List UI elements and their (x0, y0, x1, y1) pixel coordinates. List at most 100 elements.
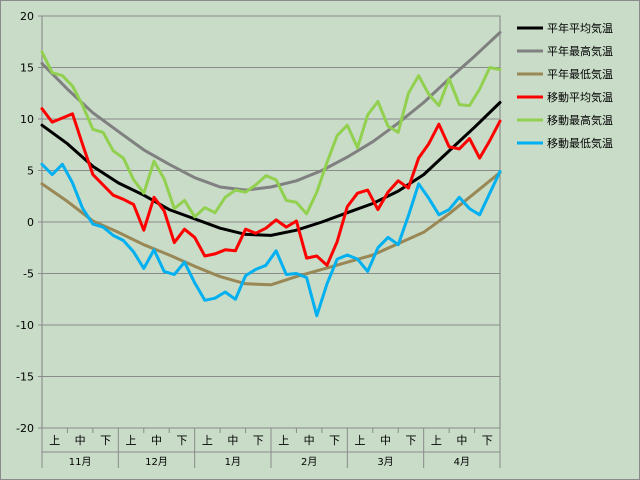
data-point-4 (204, 206, 206, 209)
series-line-3 (40, 107, 502, 267)
x-tick-label-dekad: 上 (431, 434, 442, 447)
data-point-5 (265, 264, 267, 267)
data-point-4 (366, 114, 369, 116)
data-point-1 (117, 130, 120, 133)
data-point-3 (102, 184, 104, 186)
data-point-3 (326, 264, 328, 267)
x-tick-label-dekad: 中 (380, 434, 391, 447)
data-point-4 (346, 124, 349, 126)
data-point-3 (234, 250, 237, 252)
data-point-5 (356, 258, 359, 260)
data-point-3 (254, 232, 257, 235)
data-point-2 (219, 275, 221, 278)
data-point-4 (458, 103, 461, 106)
series-lines (40, 31, 502, 318)
data-point-1 (219, 186, 221, 188)
x-tick-label-dekad: 下 (100, 434, 111, 447)
y-tick-label: -10 (16, 319, 34, 332)
data-point-3 (295, 220, 298, 222)
data-point-2 (244, 283, 247, 285)
data-point-5 (316, 314, 318, 317)
data-point-5 (326, 283, 328, 285)
data-point-4 (122, 157, 125, 159)
x-tick-label-month: 3月 (377, 456, 393, 468)
data-point-3 (142, 229, 145, 232)
data-point-4 (163, 177, 165, 180)
data-point-3 (224, 249, 226, 251)
data-point-3 (366, 189, 369, 191)
legend-label: 平年平均気温 (547, 21, 613, 35)
data-point-5 (122, 239, 125, 242)
data-point-5 (71, 182, 74, 184)
data-point-1 (193, 176, 196, 179)
data-point-1 (371, 140, 374, 143)
data-point-5 (387, 236, 389, 239)
x-tick-label-dekad: 下 (482, 434, 493, 447)
data-point-4 (336, 134, 338, 137)
data-point-2 (422, 231, 425, 234)
data-point-3 (427, 142, 430, 145)
data-point-5 (81, 207, 84, 210)
data-point-1 (41, 62, 43, 65)
data-point-5 (102, 226, 104, 228)
x-tick-label-dekad: 下 (405, 434, 416, 447)
data-point-3 (407, 187, 410, 189)
data-point-0 (193, 218, 196, 220)
data-point-1 (270, 186, 272, 188)
data-point-3 (122, 198, 125, 201)
data-point-0 (397, 190, 400, 192)
data-point-1 (473, 55, 476, 57)
data-point-3 (468, 137, 471, 140)
data-point-4 (295, 201, 298, 204)
y-tick-label: -15 (16, 371, 34, 384)
data-point-4 (92, 128, 94, 131)
data-point-5 (489, 192, 491, 194)
data-point-4 (448, 78, 450, 80)
y-tick-label: 5 (27, 165, 34, 178)
data-point-4 (112, 150, 115, 152)
legend-label: 平年最高気温 (547, 44, 613, 58)
data-point-3 (92, 173, 94, 176)
data-point-5 (204, 299, 206, 302)
legend-label: 移動最低気温 (547, 136, 613, 150)
data-point-3 (71, 113, 74, 115)
data-point-5 (214, 297, 216, 300)
data-point-3 (163, 209, 165, 212)
data-point-3 (448, 146, 450, 148)
data-point-5 (132, 251, 135, 253)
data-point-3 (193, 236, 196, 239)
data-point-2 (270, 284, 272, 286)
data-point-5 (92, 223, 94, 225)
data-point-3 (499, 120, 501, 122)
series-line-5 (40, 162, 502, 318)
data-point-2 (168, 254, 171, 256)
data-point-3 (173, 241, 176, 244)
data-point-3 (336, 240, 338, 243)
data-point-4 (142, 192, 145, 194)
data-point-5 (377, 246, 379, 249)
data-point-1 (142, 149, 145, 151)
data-point-5 (153, 249, 155, 251)
series-line-4 (40, 50, 502, 219)
x-tick-label-month: 4月 (454, 456, 470, 468)
data-point-5 (275, 250, 277, 252)
data-point-4 (193, 216, 196, 218)
data-point-5 (295, 272, 298, 275)
x-tick-label-dekad: 上 (202, 434, 213, 447)
data-point-4 (326, 161, 328, 164)
data-point-2 (448, 212, 450, 215)
data-point-3 (346, 205, 349, 208)
data-point-4 (234, 189, 237, 191)
data-point-0 (41, 124, 43, 126)
data-point-4 (102, 131, 104, 134)
data-point-2 (473, 192, 476, 194)
data-point-4 (132, 178, 135, 181)
data-point-0 (117, 182, 120, 184)
legend-label: 移動最高気温 (547, 113, 613, 127)
data-point-4 (61, 74, 64, 77)
data-point-3 (81, 143, 84, 146)
y-tick-label: -5 (23, 268, 34, 281)
x-tick-label-dekad: 下 (329, 434, 340, 447)
data-point-1 (499, 31, 501, 34)
